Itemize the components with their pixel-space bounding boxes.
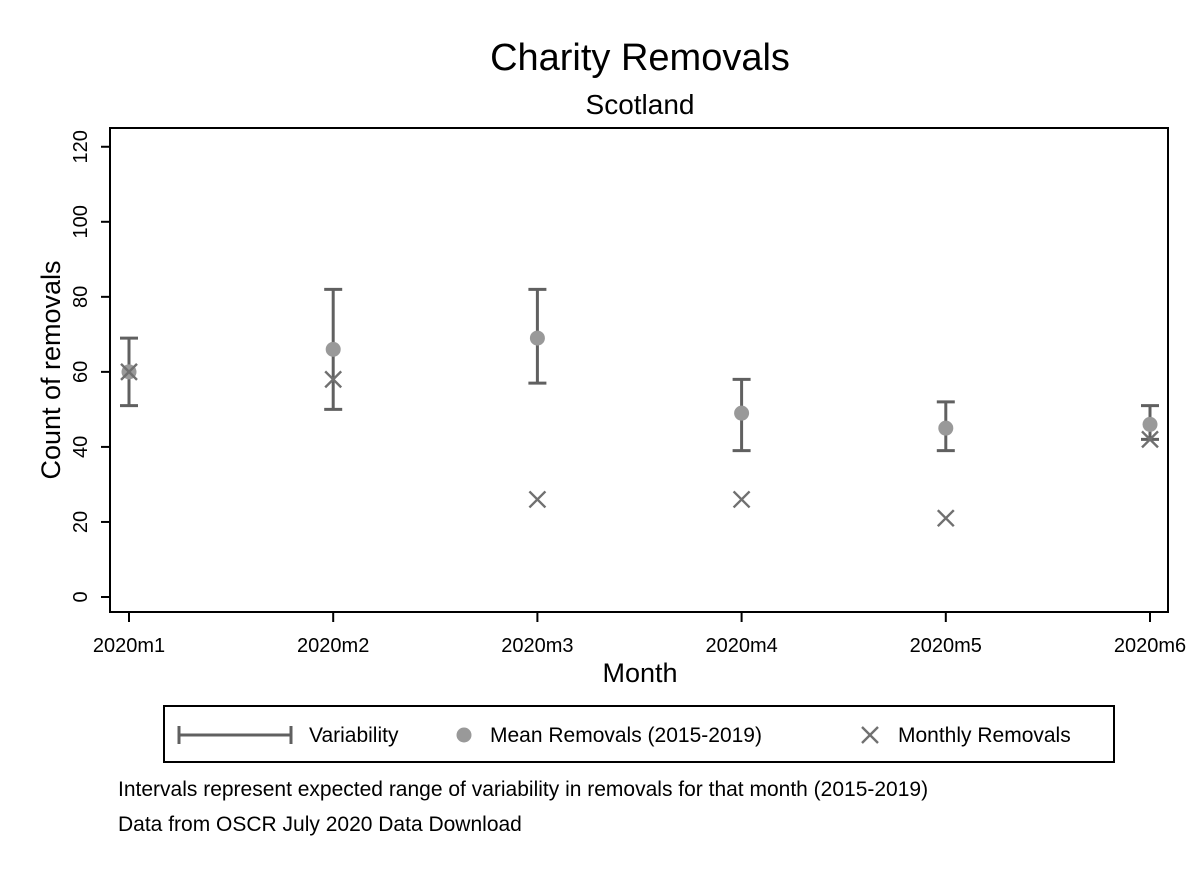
x-tick-label: 2020m5 bbox=[910, 635, 982, 657]
mean-removals-point bbox=[325, 341, 341, 357]
x-tick-label: 2020m6 bbox=[1114, 635, 1186, 657]
legend-symbol-monthly bbox=[861, 726, 879, 744]
chart-subtitle: Scotland bbox=[586, 89, 695, 120]
legend-symbol-variability bbox=[177, 726, 293, 744]
monthly-removals-point bbox=[528, 490, 547, 509]
mean-removals-point bbox=[1142, 416, 1158, 432]
monthly-removals-point bbox=[324, 370, 343, 389]
x-axis-title: Month bbox=[602, 658, 677, 688]
y-axis-title: Count of removals bbox=[36, 260, 66, 479]
x-axis: 2020m1 2020m2 2020m3 2020m4 2020m5 2020m6 bbox=[93, 612, 1186, 657]
legend-box bbox=[163, 705, 1115, 763]
data-marks bbox=[120, 287, 1159, 528]
y-tick-label: 80 bbox=[70, 286, 92, 308]
chart-title: Charity Removals bbox=[490, 37, 790, 79]
monthly-removals-point bbox=[1141, 430, 1159, 449]
y-tick-label: 60 bbox=[70, 361, 92, 383]
x-tick-label: 2020m1 bbox=[93, 635, 165, 657]
legend-label-mean-removals: Mean Removals (2015-2019) bbox=[490, 724, 762, 747]
y-axis: 0 20 40 60 80 100 120 bbox=[70, 130, 110, 603]
mean-removals-point bbox=[734, 405, 750, 421]
x-tick-label: 2020m4 bbox=[705, 635, 777, 657]
legend: Variability Mean Removals (2015-2019) Mo… bbox=[163, 705, 1115, 763]
legend-symbol-mean bbox=[456, 727, 472, 743]
monthly-removals-point bbox=[732, 490, 751, 509]
y-tick-label: 20 bbox=[70, 511, 92, 533]
y-tick-label: 0 bbox=[70, 591, 92, 602]
monthly-removals-point bbox=[936, 509, 955, 528]
x-tick-label: 2020m3 bbox=[501, 635, 573, 657]
y-tick-label: 120 bbox=[70, 130, 92, 163]
legend-label-monthly-removals: Monthly Removals bbox=[898, 724, 1071, 747]
note-source: Data from OSCR July 2020 Data Download bbox=[118, 813, 522, 836]
y-tick-label: 40 bbox=[70, 436, 92, 458]
x-tick-label: 2020m2 bbox=[297, 635, 369, 657]
plot-frame bbox=[109, 127, 1169, 613]
y-tick-label: 100 bbox=[70, 205, 92, 238]
legend-label-variability: Variability bbox=[309, 724, 399, 747]
monthly-removals-point bbox=[120, 363, 138, 381]
mean-removals-point bbox=[529, 330, 545, 346]
mean-removals-point bbox=[938, 420, 954, 436]
note-variability: Intervals represent expected range of va… bbox=[118, 778, 928, 801]
